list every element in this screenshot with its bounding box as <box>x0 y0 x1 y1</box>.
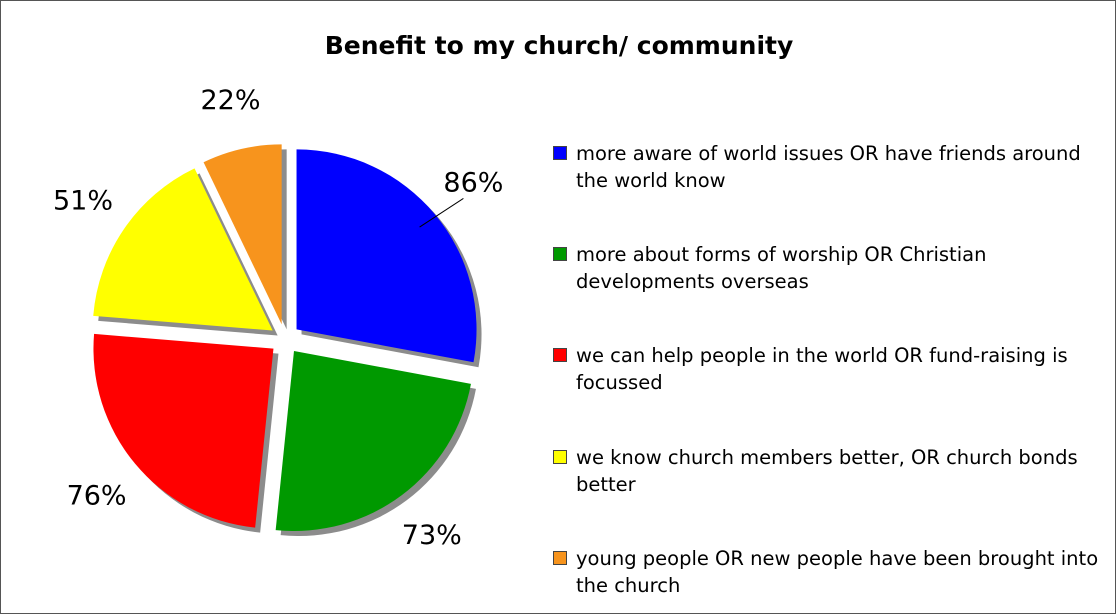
pie-slice <box>93 333 274 528</box>
chart-title: Benefit to my church/ community <box>324 31 794 60</box>
data-label: 51% <box>53 185 113 216</box>
legend-swatch <box>553 146 567 160</box>
legend-label: more aware of world issues OR have frien… <box>576 142 1081 192</box>
data-label: 73% <box>402 520 462 551</box>
legend-swatch <box>553 450 567 464</box>
label-leader-line <box>419 197 464 228</box>
legend-label: we know church members better, OR church… <box>576 446 1078 496</box>
legend-label: we can help people in the world OR fund-… <box>576 344 1068 394</box>
data-label: 22% <box>200 85 260 116</box>
legend-swatch <box>553 348 567 362</box>
legend-label: more about forms of worship OR Christian… <box>576 243 987 293</box>
pie-slice <box>296 149 477 363</box>
legend-swatch <box>553 551 567 565</box>
pie-slice <box>203 144 282 325</box>
pie-slice <box>275 351 471 532</box>
pie-slice <box>93 168 273 331</box>
legend-label: young people OR new people have been bro… <box>576 547 1099 597</box>
data-label: 86% <box>443 167 503 198</box>
legend-swatch <box>553 247 567 261</box>
data-label: 76% <box>67 481 127 512</box>
